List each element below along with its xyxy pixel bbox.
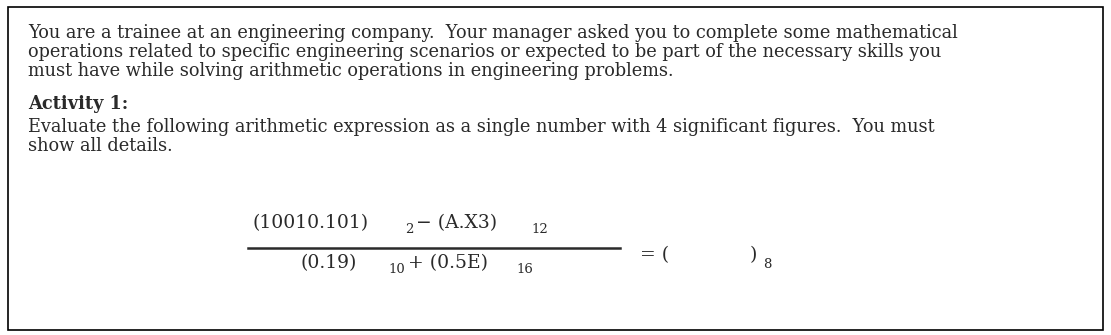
Text: Evaluate the following arithmetic expression as a single number with 4 significa: Evaluate the following arithmetic expres… — [28, 118, 934, 136]
Text: must have while solving arithmetic operations in engineering problems.: must have while solving arithmetic opera… — [28, 62, 673, 80]
Text: (10010.101): (10010.101) — [252, 214, 368, 232]
Text: 10: 10 — [388, 263, 404, 276]
Text: Activity 1:: Activity 1: — [28, 95, 128, 113]
Text: ): ) — [750, 246, 758, 264]
Text: show all details.: show all details. — [28, 137, 172, 155]
Text: You are a trainee at an engineering company.  Your manager asked you to complete: You are a trainee at an engineering comp… — [28, 24, 958, 42]
Text: − (A.X3): − (A.X3) — [416, 214, 497, 232]
Text: + (0.5E): + (0.5E) — [408, 254, 488, 272]
Text: 16: 16 — [516, 263, 533, 276]
Text: (0.19): (0.19) — [300, 254, 357, 272]
Text: 12: 12 — [531, 223, 548, 236]
Text: 8: 8 — [763, 258, 771, 270]
Text: = (: = ( — [640, 246, 669, 264]
Text: 2: 2 — [406, 223, 413, 236]
Text: operations related to specific engineering scenarios or expected to be part of t: operations related to specific engineeri… — [28, 43, 941, 61]
